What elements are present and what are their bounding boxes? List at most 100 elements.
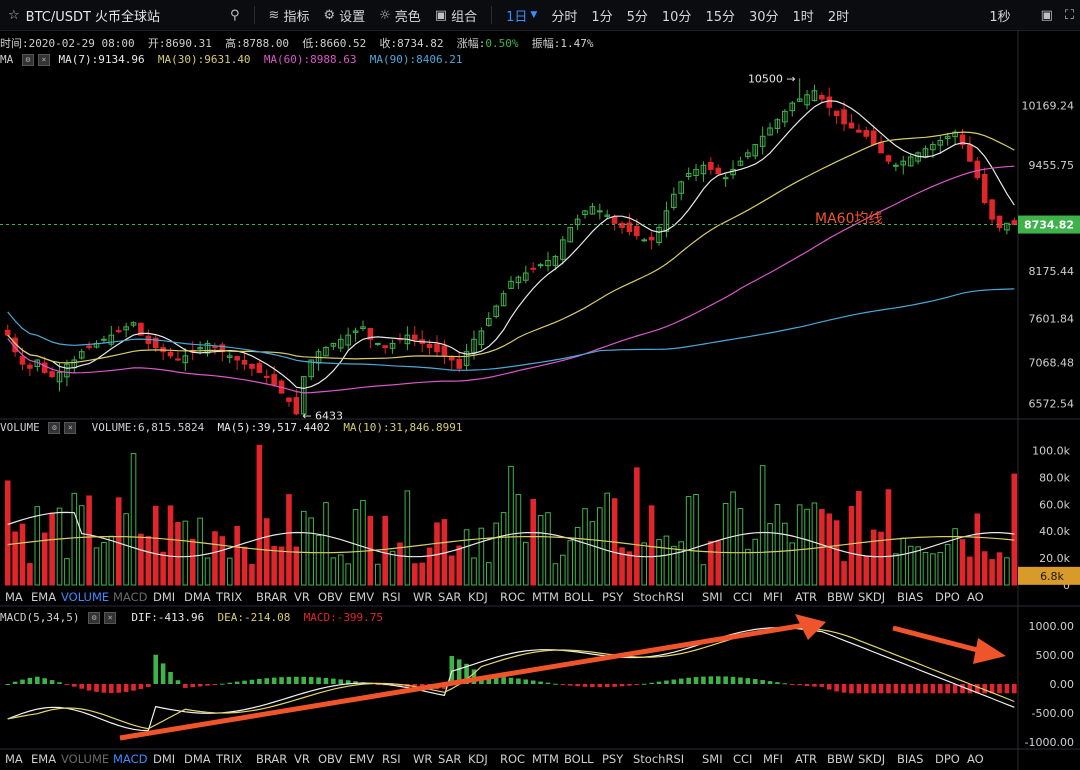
light-mode-button[interactable]: ☼ 亮色 <box>379 6 421 25</box>
close-icon[interactable]: × <box>104 612 117 624</box>
indicator-tab-brar[interactable]: BRAR <box>256 590 288 604</box>
refresh-interval[interactable]: 1秒 <box>989 9 1011 25</box>
macd-indicator-tab-rsi[interactable]: RSI <box>382 752 401 766</box>
timeframe-1d[interactable]: 1日 <box>506 9 528 25</box>
macd-indicator-tab-skdj[interactable]: SKDJ <box>858 752 886 766</box>
gear-icon[interactable]: ⚙ <box>48 422 61 434</box>
macd-indicator-tab-roc[interactable]: ROC <box>500 752 526 766</box>
indicator-tab-atr[interactable]: ATR <box>795 590 817 604</box>
candle-body <box>530 267 536 270</box>
combine-button[interactable]: ▣ 组合 <box>435 6 477 25</box>
macd-indicator-tab-bbw[interactable]: BBW <box>827 752 854 766</box>
volume-bar <box>167 505 174 586</box>
timeframe-5m[interactable]: 5分 <box>626 9 648 25</box>
settings-button[interactable]: ⚙ 设置 <box>323 6 365 25</box>
indicator-tab-bbw[interactable]: BBW <box>827 590 854 604</box>
star-icon[interactable]: ☆ <box>8 7 20 23</box>
indicator-tab-psy[interactable]: PSY <box>602 590 624 604</box>
indicator-tab-trix[interactable]: TRIX <box>216 590 243 604</box>
indicator-tab-smi[interactable]: SMI <box>702 590 723 604</box>
indicator-tab-mfi[interactable]: MFI <box>763 590 783 604</box>
volume-bar <box>145 535 152 586</box>
indicator-tab-wr[interactable]: WR <box>413 590 433 604</box>
indicator-tab-ao[interactable]: AO <box>967 590 984 604</box>
indicator-tab-emv[interactable]: EMV <box>349 590 375 604</box>
macd-indicator-tab-mfi[interactable]: MFI <box>763 752 783 766</box>
macd-indicator-tab-kdj[interactable]: KDJ <box>468 752 488 766</box>
chevron-down-icon[interactable]: ▼ <box>530 10 538 20</box>
macd-indicator-tab-cci[interactable]: CCI <box>733 752 753 766</box>
candle-body <box>560 239 566 260</box>
timeframe-30m[interactable]: 30分 <box>748 9 779 25</box>
volume-bar <box>641 542 648 586</box>
macd-indicator-tab-atr[interactable]: ATR <box>795 752 817 766</box>
indicator-tab-kdj[interactable]: KDJ <box>468 590 488 604</box>
close-icon[interactable]: × <box>64 422 77 434</box>
macd-indicator-tab-brar[interactable]: BRAR <box>256 752 288 766</box>
macd-indicator-tab-ao[interactable]: AO <box>967 752 984 766</box>
timeframe-1h[interactable]: 1时 <box>792 9 814 25</box>
indicator-tab-cci[interactable]: CCI <box>733 590 753 604</box>
timeframe-1m[interactable]: 1分 <box>591 9 613 25</box>
indicator-tab-vr[interactable]: VR <box>294 590 310 604</box>
indicator-tab-bias[interactable]: BIAS <box>897 590 924 604</box>
macd-indicator-tab-macd[interactable]: MACD <box>113 752 148 766</box>
indicator-tab-ema[interactable]: EMA <box>31 590 57 604</box>
gear-icon[interactable]: ⚙ <box>21 54 34 66</box>
timeframe-15m[interactable]: 15分 <box>705 9 735 25</box>
indicator-tab-obv[interactable]: OBV <box>318 590 343 604</box>
ma60-annotation: MA60均线 <box>815 211 882 227</box>
indicator-tab-rsi[interactable]: RSI <box>382 590 401 604</box>
macd-indicator-tab-dmi[interactable]: DMI <box>153 752 176 766</box>
indicator-tab-boll[interactable]: BOLL <box>564 590 594 604</box>
macd-indicator-tab-stochrsi[interactable]: StochRSI <box>633 752 685 766</box>
indicator-tab-dpo[interactable]: DPO <box>935 590 960 604</box>
macd-indicator-tab-boll[interactable]: BOLL <box>564 752 594 766</box>
macd-indicator-tab-trix[interactable]: TRIX <box>216 752 243 766</box>
search-icon[interactable]: ⚲ <box>230 7 240 23</box>
timeframe-2h[interactable]: 2时 <box>827 9 850 25</box>
fullscreen-icon[interactable]: ⛶ <box>1064 7 1074 23</box>
volume-bar <box>804 508 810 586</box>
indicator-tab-sar[interactable]: SAR <box>438 590 462 604</box>
gear-icon[interactable]: ⚙ <box>88 612 101 624</box>
volume-bar <box>397 542 403 586</box>
indicator-tab-stochrsi[interactable]: StochRSI <box>633 590 685 604</box>
indicator-tab-macd[interactable]: MACD <box>113 590 148 604</box>
indicator-tab-volume[interactable]: VOLUME <box>61 590 110 604</box>
indicator-tab-skdj[interactable]: SKDJ <box>858 590 886 604</box>
indicator-tab-ma[interactable]: MA <box>5 590 23 604</box>
volume-bar <box>101 542 107 586</box>
indicator-tab-roc[interactable]: ROC <box>500 590 526 604</box>
macd-indicator-tab-volume[interactable]: VOLUME <box>61 752 110 766</box>
timeframe-realtime[interactable]: 分时 <box>551 9 578 25</box>
indicator-tab-dmi[interactable]: DMI <box>153 590 176 604</box>
macd-indicator-tab-dpo[interactable]: DPO <box>935 752 960 766</box>
macd-indicator-tab-obv[interactable]: OBV <box>318 752 343 766</box>
macd-histogram-bar <box>94 684 99 692</box>
macd-indicator-tab-sar[interactable]: SAR <box>438 752 462 766</box>
macd-indicator-tab-smi[interactable]: SMI <box>702 752 723 766</box>
macd-indicator-tab-emv[interactable]: EMV <box>349 752 375 766</box>
macd-indicator-tab-bias[interactable]: BIAS <box>897 752 924 766</box>
timeframe-10m[interactable]: 10分 <box>661 9 692 25</box>
macd-indicator-tab-wr[interactable]: WR <box>413 752 433 766</box>
macd-indicator-tab-ema[interactable]: EMA <box>31 752 57 766</box>
volume-bar <box>256 444 263 586</box>
symbol-area[interactable]: ☆ BTC/USDT 火币全球站 <box>0 6 240 25</box>
candle-body <box>234 356 240 361</box>
indicator-tab-mtm[interactable]: MTM <box>532 590 559 604</box>
macd-indicator-tab-ma[interactable]: MA <box>5 752 23 766</box>
indicator-tab-dma[interactable]: DMA <box>184 590 211 604</box>
indicator-button[interactable]: ≋ 指标 <box>269 6 310 25</box>
macd-indicator-tab-dma[interactable]: DMA <box>184 752 211 766</box>
high-annotation: 10500 → <box>748 72 796 85</box>
volume-ma5-line <box>7 511 1015 558</box>
close-icon[interactable]: × <box>37 54 50 66</box>
camera-icon[interactable]: ▣ <box>1040 7 1053 23</box>
macd-indicator-tab-mtm[interactable]: MTM <box>532 752 559 766</box>
macd-indicator-tab-psy[interactable]: PSY <box>602 752 624 766</box>
macd-indicator-tab-vr[interactable]: VR <box>294 752 310 766</box>
volume-bar <box>352 509 359 586</box>
